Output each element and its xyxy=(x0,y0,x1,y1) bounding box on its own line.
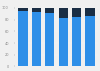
Bar xyxy=(72,17,81,66)
Bar xyxy=(72,8,81,17)
Bar xyxy=(32,8,41,12)
Bar xyxy=(58,8,68,18)
Bar xyxy=(45,13,54,66)
Bar xyxy=(18,8,28,11)
Bar xyxy=(18,11,28,66)
Bar xyxy=(58,18,68,66)
Bar xyxy=(32,12,41,66)
Bar xyxy=(85,16,95,66)
Bar xyxy=(85,8,95,16)
Bar xyxy=(45,8,54,13)
